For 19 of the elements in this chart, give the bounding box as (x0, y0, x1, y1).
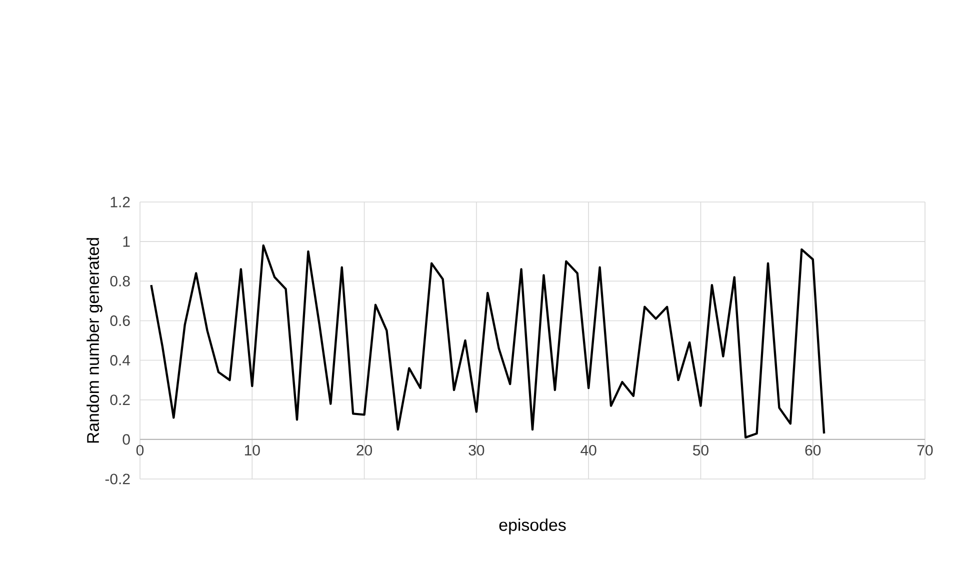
line-series (150, 244, 826, 439)
y-tick-label: 0.6 (110, 315, 130, 326)
x-tick-label: 30 (468, 444, 484, 456)
x-tick-label: 70 (917, 444, 933, 456)
x-tick-label: 10 (244, 444, 260, 456)
y-axis-title: Random number generated (86, 238, 102, 443)
x-tick-label: 20 (356, 444, 372, 456)
y-tick-label: 0.4 (110, 354, 130, 366)
y-tick-label: 1.2 (110, 196, 130, 208)
y-tick-label: -0.2 (105, 474, 130, 484)
y-tick-label: 0 (122, 434, 130, 445)
x-axis-title: episodes (499, 518, 566, 534)
y-tick-label: 0.8 (110, 276, 130, 286)
x-tick-label: 60 (805, 444, 821, 456)
y-tick-label: 0.2 (110, 394, 130, 406)
x-tick-label: 50 (693, 444, 708, 456)
x-tick-label: 40 (580, 444, 596, 456)
x-tick-label: 0 (136, 444, 144, 456)
y-tick-label: 1 (123, 236, 130, 247)
